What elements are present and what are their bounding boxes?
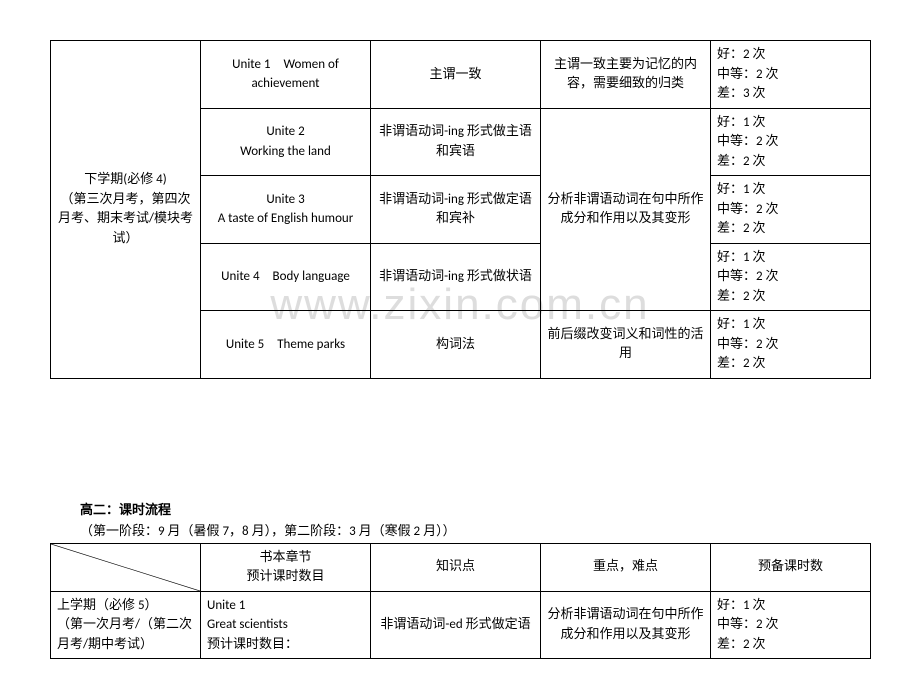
point-cell: 非谓语动词-ing 形式做主语和宾语 [371,108,541,176]
header-cell: 知识点 [371,543,541,591]
hours-cell: 好：1 次中等：2 次差：2 次 [711,591,871,659]
semester-header: 上学期（必修 5）（第一次月考/（第二次月考/期中考试） [51,591,201,659]
unit-cell: Unite 3A taste of English humour [201,176,371,244]
section-title: 高二：课时流程 [80,499,870,518]
hours-cell: 好：1 次中等：2 次差：2 次 [711,311,871,379]
point-cell: 非谓语动词-ing 形式做定语和宾补 [371,176,541,244]
unit-cell: Unite 1Great scientists预计课时数目： [201,591,371,659]
table-row: 上学期（必修 5）（第一次月考/（第二次月考/期中考试） Unite 1Grea… [51,591,871,659]
hours-cell: 好：2 次中等：2 次差：3 次 [711,41,871,109]
table-row: 书本章节预计课时数目 知识点 重点，难点 预备课时数 [51,543,871,591]
note-cell: 分析非谓语动词在句中所作成分和作用以及其变形 [541,108,711,311]
table-row: 下学期(必修 4)（第三次月考，第四次月考、期末考试/模块考试） Unite 1… [51,41,871,109]
note-cell: 分析非谓语动词在句中所作成分和作用以及其变形 [541,591,711,659]
hours-cell: 好：1 次中等：2 次差：2 次 [711,243,871,311]
table-curriculum-2: 书本章节预计课时数目 知识点 重点，难点 预备课时数 上学期（必修 5）（第一次… [50,543,871,660]
point-cell: 非谓语动词-ed 形式做定语 [371,591,541,659]
hours-cell: 好：1 次中等：2 次差：2 次 [711,108,871,176]
note-cell: 前后缀改变词义和词性的活用 [541,311,711,379]
point-cell: 主谓一致 [371,41,541,109]
hours-cell: 好：1 次中等：2 次差：2 次 [711,176,871,244]
section-subtitle: （第一阶段：9 月（暑假 7，8 月），第二阶段：3 月（寒假 2 月）） [80,520,870,539]
header-cell: 重点，难点 [541,543,711,591]
note-cell: 主谓一致主要为记忆的内容，需要细致的归类 [541,41,711,109]
table-curriculum-1: 下学期(必修 4)（第三次月考，第四次月考、期末考试/模块考试） Unite 1… [50,40,871,379]
header-cell: 预备课时数 [711,543,871,591]
point-cell: 构词法 [371,311,541,379]
unit-cell: Unite 4 Body language [201,243,371,311]
unit-cell: Unite 1 Women of achievement [201,41,371,109]
unit-cell: Unite 5 Theme parks [201,311,371,379]
unit-cell: Unite 2Working the land [201,108,371,176]
diagonal-header-cell [51,543,201,591]
point-cell: 非谓语动词-ing 形式做状语 [371,243,541,311]
semester-header: 下学期(必修 4)（第三次月考，第四次月考、期末考试/模块考试） [51,41,201,379]
header-cell: 书本章节预计课时数目 [201,543,371,591]
